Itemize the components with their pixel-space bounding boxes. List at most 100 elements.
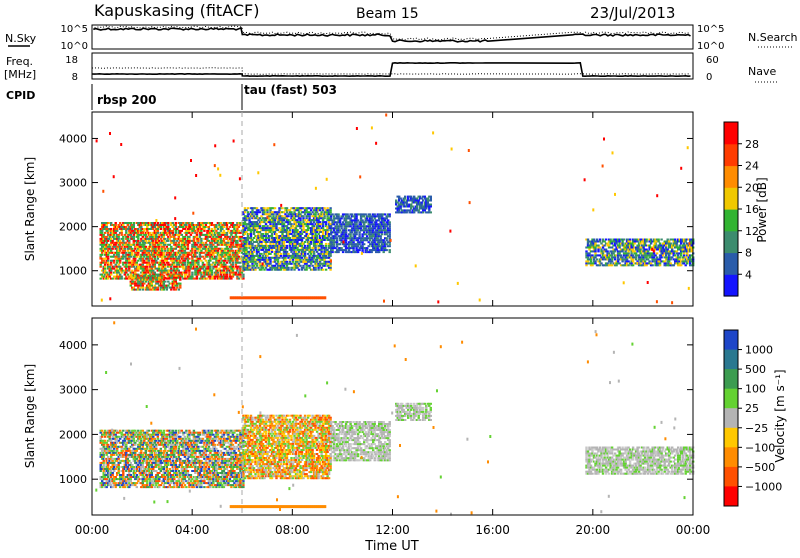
- echo-cell: [204, 241, 208, 244]
- echo-cell: [320, 266, 323, 269]
- echo-cell: [320, 246, 323, 249]
- echo-cell: [258, 227, 262, 230]
- echo-cell: [282, 225, 286, 228]
- echo-cell: [302, 250, 305, 253]
- echo-cell: [194, 253, 197, 256]
- echo-cell: [297, 254, 301, 257]
- echo-cell: [375, 245, 378, 248]
- echo-cell: [329, 231, 333, 234]
- echo-cell: [598, 238, 602, 241]
- echo-cell: [131, 247, 134, 250]
- echo-cell: [128, 261, 131, 264]
- echo-cell: [107, 267, 110, 270]
- echo-cell: [375, 221, 378, 224]
- echo-cell: [355, 231, 358, 234]
- echo-cell: [219, 239, 223, 242]
- echo-cell: [281, 225, 284, 228]
- echo-cell: [323, 237, 326, 239]
- echo-cell: [311, 211, 314, 214]
- echo-cell: [279, 231, 283, 233]
- echo-cell: [639, 242, 642, 245]
- echo-cell: [176, 245, 179, 248]
- echo-cell: [257, 237, 260, 239]
- echo-cell: [332, 235, 336, 238]
- echo-cell: [267, 229, 271, 232]
- echo-cell: [168, 233, 171, 236]
- echo-cell: [132, 276, 135, 279]
- echo-cell: [343, 219, 346, 222]
- echo-cell: [221, 243, 224, 246]
- echo-cell: [225, 261, 229, 264]
- echo-cell: [363, 243, 366, 246]
- echo-cell: [231, 251, 235, 254]
- echo-cell: [314, 233, 317, 235]
- echo-cell: [375, 229, 378, 232]
- echo-cell: [158, 267, 161, 270]
- echo-cell: [388, 233, 391, 236]
- echo-cell: [281, 229, 284, 232]
- echo-cell: [233, 245, 236, 248]
- echo-cell: [137, 249, 140, 252]
- echo-cell: [111, 239, 114, 242]
- echo-cell: [191, 263, 194, 266]
- echo-cell: [589, 262, 593, 265]
- echo-cell: [293, 244, 296, 247]
- echo-cell: [285, 209, 289, 212]
- echo-cell: [321, 231, 325, 233]
- echo-cell: [671, 264, 674, 267]
- echo-cell: [303, 260, 307, 263]
- echo-cell: [273, 250, 277, 253]
- echo-cell: [643, 244, 647, 247]
- echo-cell: [350, 223, 354, 226]
- echo-cell: [350, 251, 354, 254]
- echo-cell: [179, 259, 182, 262]
- echo-cell: [270, 239, 274, 241]
- echo-cell: [373, 241, 376, 244]
- echo-cell: [382, 221, 385, 224]
- echo-cell: [291, 258, 295, 261]
- echo-cell: [174, 269, 177, 272]
- echo-cell: [378, 225, 381, 228]
- echo-cell: [646, 258, 650, 261]
- echo-cell: [661, 246, 665, 249]
- echo-cell: [382, 219, 385, 222]
- echo-cell: [201, 263, 205, 266]
- echo-cell: [323, 239, 326, 241]
- echo-cell: [341, 223, 345, 226]
- echo-cell: [231, 231, 235, 234]
- echo-cell: [373, 249, 376, 252]
- echo-cell: [378, 219, 381, 222]
- echo-cell: [198, 233, 202, 236]
- echo-cell: [245, 219, 248, 222]
- echo-cell: [420, 211, 423, 214]
- echo-cell: [149, 257, 152, 260]
- echo-cell: [379, 239, 382, 242]
- echo-cell: [185, 277, 188, 280]
- echo-cell: [334, 251, 337, 254]
- echo-cell: [197, 263, 200, 266]
- echo-cell: [150, 247, 153, 250]
- echo-cell: [255, 258, 259, 261]
- echo-cell: [233, 253, 236, 256]
- echo-cell: [255, 262, 259, 265]
- echo-cell: [234, 233, 238, 236]
- echo-cell: [618, 238, 621, 241]
- echo-cell: [170, 247, 173, 250]
- echo-cell: [321, 262, 325, 265]
- echo-cell: [312, 217, 316, 220]
- echo-cell: [308, 250, 311, 253]
- echo-cell: [425, 205, 428, 208]
- echo-cell: [331, 237, 334, 240]
- echo-cell: [287, 233, 290, 235]
- echo-cell: [425, 197, 428, 200]
- echo-cell: [338, 235, 342, 238]
- echo-cell: [206, 239, 209, 242]
- echo-cell: [219, 255, 223, 258]
- echo-cell: [255, 244, 259, 247]
- echo-cell: [680, 242, 683, 245]
- echo-cell: [182, 265, 185, 268]
- echo-cell: [331, 251, 334, 254]
- echo-cell: [372, 225, 375, 228]
- echo-cell: [212, 277, 215, 280]
- echo-cell: [648, 238, 651, 241]
